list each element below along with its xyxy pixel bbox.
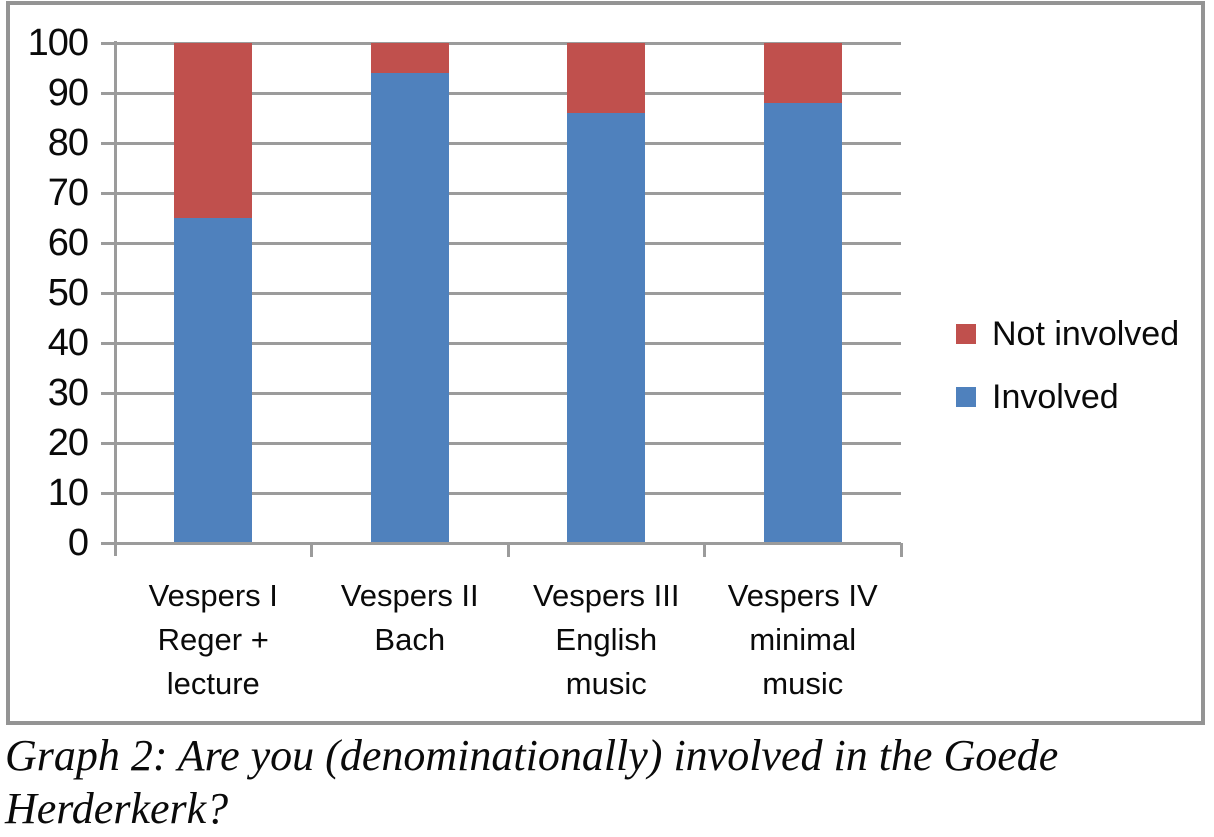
bar-segment-involved [174, 218, 253, 543]
x-axis-tick [899, 543, 903, 557]
gridline [115, 241, 901, 245]
y-axis-tick [101, 91, 115, 95]
legend-color-swatch [956, 387, 976, 407]
y-axis-tick [101, 441, 115, 445]
y-axis-tick-label: 40 [47, 322, 89, 364]
bar-segment-not-involved [763, 43, 842, 103]
bar-segment-not-involved [370, 43, 449, 73]
gridline [115, 391, 901, 395]
x-axis-label-line: Reger + [157, 622, 269, 657]
bar-segment-involved [763, 103, 842, 543]
legend-item: Not involved [956, 312, 1179, 356]
x-axis-label-line: Vespers III [533, 578, 680, 613]
x-axis-label-line: Vespers I [148, 578, 278, 613]
y-axis-tick [101, 41, 115, 45]
legend-label: Involved [992, 377, 1119, 416]
y-axis-tick-label: 60 [47, 222, 89, 264]
x-axis-label-line: music [565, 666, 647, 701]
x-axis-tick [703, 543, 706, 557]
gridline [115, 41, 901, 45]
gridline [115, 141, 901, 145]
bar-segment-not-involved [567, 43, 646, 113]
y-axis-tick [101, 491, 115, 495]
y-axis-tick [101, 241, 115, 245]
caption-line-2: Goede Herderkerk? [5, 731, 1059, 833]
x-axis-label-line: lecture [166, 666, 260, 701]
x-axis-label-line: Vespers IV [727, 578, 878, 613]
gridline [115, 491, 901, 495]
x-axis-label-line: English [555, 622, 658, 657]
caption-line-1: Graph 2: Are you (denominationally) invo… [5, 731, 933, 780]
gridline [115, 291, 901, 295]
gridline [115, 341, 901, 345]
x-axis-category-label: Vespers III English music [506, 574, 706, 706]
legend: Not involved Involved [956, 312, 1179, 438]
y-axis-tick [101, 191, 115, 195]
y-axis-tick-label: 50 [47, 272, 89, 314]
bar-segment-involved [567, 113, 646, 543]
x-axis-tick [506, 543, 510, 557]
gridline [115, 441, 901, 445]
legend-color-swatch [956, 324, 976, 344]
x-axis-label-line: music [762, 666, 844, 701]
legend-item: Involved [956, 375, 1179, 419]
x-axis-tick [310, 543, 313, 557]
y-axis-tick-label: 10 [47, 472, 89, 514]
caption: Graph 2: Are you (denominationally) invo… [5, 729, 1185, 835]
y-axis-tick-label: 30 [47, 372, 89, 414]
gridline [115, 91, 901, 95]
y-axis-tick [101, 291, 115, 295]
gridline [115, 191, 901, 195]
y-axis-line [113, 41, 117, 556]
y-axis-tick [101, 341, 115, 345]
x-axis-category-label: Vespers II Bach [310, 574, 510, 662]
x-axis-category-label: Vespers I Reger + lecture [113, 574, 313, 706]
y-axis-tick-label: 80 [47, 122, 89, 164]
bar-segment-not-involved [174, 43, 253, 218]
y-axis-tick-label: 90 [47, 72, 89, 114]
bar-segment-involved [370, 73, 449, 543]
legend-label: Not involved [992, 314, 1180, 353]
y-axis-tick-label: 0 [67, 522, 89, 564]
x-axis-label-line: Bach [374, 622, 446, 657]
y-axis-tick-label: 100 [27, 22, 89, 64]
y-axis-tick [101, 541, 115, 545]
y-axis-tick-label: 70 [47, 172, 89, 214]
y-axis-tick [101, 391, 115, 395]
y-axis-tick [101, 141, 115, 145]
x-axis-label-line: minimal [749, 622, 857, 657]
x-axis-category-label: Vespers IV minimal music [703, 574, 903, 706]
x-axis-label-line: Vespers II [340, 578, 479, 613]
y-axis-tick-label: 20 [47, 422, 89, 464]
